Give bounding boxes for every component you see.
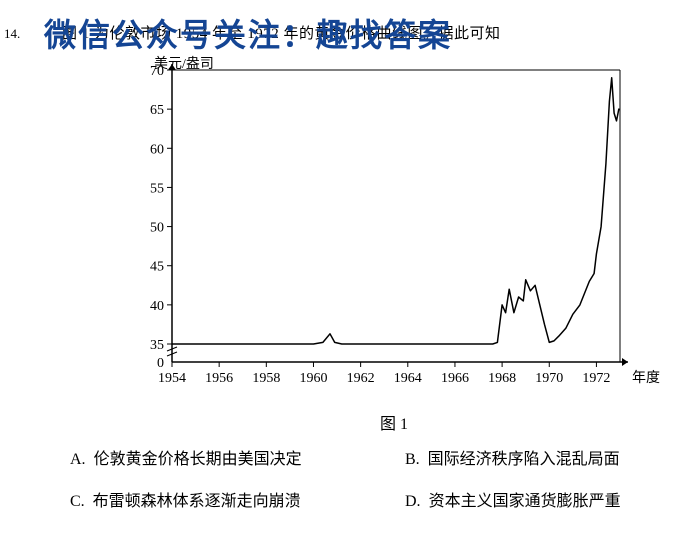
svg-text:60: 60 [150, 142, 164, 157]
option-c[interactable]: C. 布雷顿森林体系逐渐走向崩溃 [70, 487, 405, 511]
option-b-text: 国际经济秩序陷入混乱局面 [428, 445, 620, 469]
svg-text:1956: 1956 [205, 371, 233, 386]
option-a-text: 伦敦黄金价格长期由美国决定 [94, 445, 302, 469]
option-d-label: D. [405, 493, 421, 511]
svg-text:1954: 1954 [158, 371, 186, 386]
question-number: 14. [4, 26, 20, 42]
svg-text:65: 65 [150, 103, 164, 118]
answer-options: A. 伦敦黄金价格长期由美国决定 B. 国际经济秩序陷入混乱局面 C. 布雷顿森… [70, 445, 680, 529]
svg-text:1960: 1960 [299, 371, 327, 386]
svg-text:45: 45 [150, 260, 164, 275]
svg-text:1966: 1966 [441, 371, 469, 386]
svg-text:0: 0 [157, 356, 164, 371]
figure-caption: 图 1 [380, 410, 408, 434]
svg-text:1962: 1962 [347, 371, 375, 386]
option-d-text: 资本主义国家通货膨胀严重 [429, 487, 621, 511]
svg-text:1964: 1964 [394, 371, 422, 386]
svg-text:40: 40 [150, 299, 164, 314]
svg-text:55: 55 [150, 181, 164, 196]
option-a-label: A. [70, 451, 86, 469]
svg-text:35: 35 [150, 338, 164, 353]
option-d[interactable]: D. 资本主义国家通货膨胀严重 [405, 487, 680, 511]
chart-svg: 0354045505560657019541956195819601962196… [110, 48, 665, 408]
option-c-label: C. [70, 493, 85, 511]
svg-text:1968: 1968 [488, 371, 516, 386]
svg-text:1958: 1958 [252, 371, 280, 386]
watermark-overlay: 微信公众号关注：趣找答案 [44, 10, 452, 56]
svg-text:1970: 1970 [535, 371, 563, 386]
option-b[interactable]: B. 国际经济秩序陷入混乱局面 [405, 445, 680, 469]
svg-text:50: 50 [150, 221, 164, 236]
svg-text:年度: 年度 [632, 370, 660, 386]
gold-price-chart: 0354045505560657019541956195819601962196… [110, 48, 665, 408]
svg-text:美元/盎司: 美元/盎司 [154, 56, 214, 72]
option-a[interactable]: A. 伦敦黄金价格长期由美国决定 [70, 445, 405, 469]
option-b-label: B. [405, 451, 420, 469]
svg-text:1972: 1972 [582, 371, 610, 386]
option-c-text: 布雷顿森林体系逐渐走向崩溃 [93, 487, 301, 511]
